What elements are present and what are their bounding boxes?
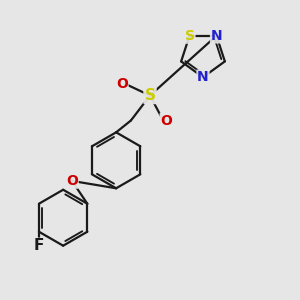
Text: O: O bbox=[160, 114, 172, 128]
Text: O: O bbox=[66, 174, 78, 188]
Text: N: N bbox=[211, 29, 222, 43]
Text: F: F bbox=[34, 238, 44, 253]
Text: S: S bbox=[145, 88, 155, 103]
Text: N: N bbox=[197, 70, 209, 84]
Text: S: S bbox=[184, 29, 194, 43]
Text: O: O bbox=[116, 77, 128, 91]
